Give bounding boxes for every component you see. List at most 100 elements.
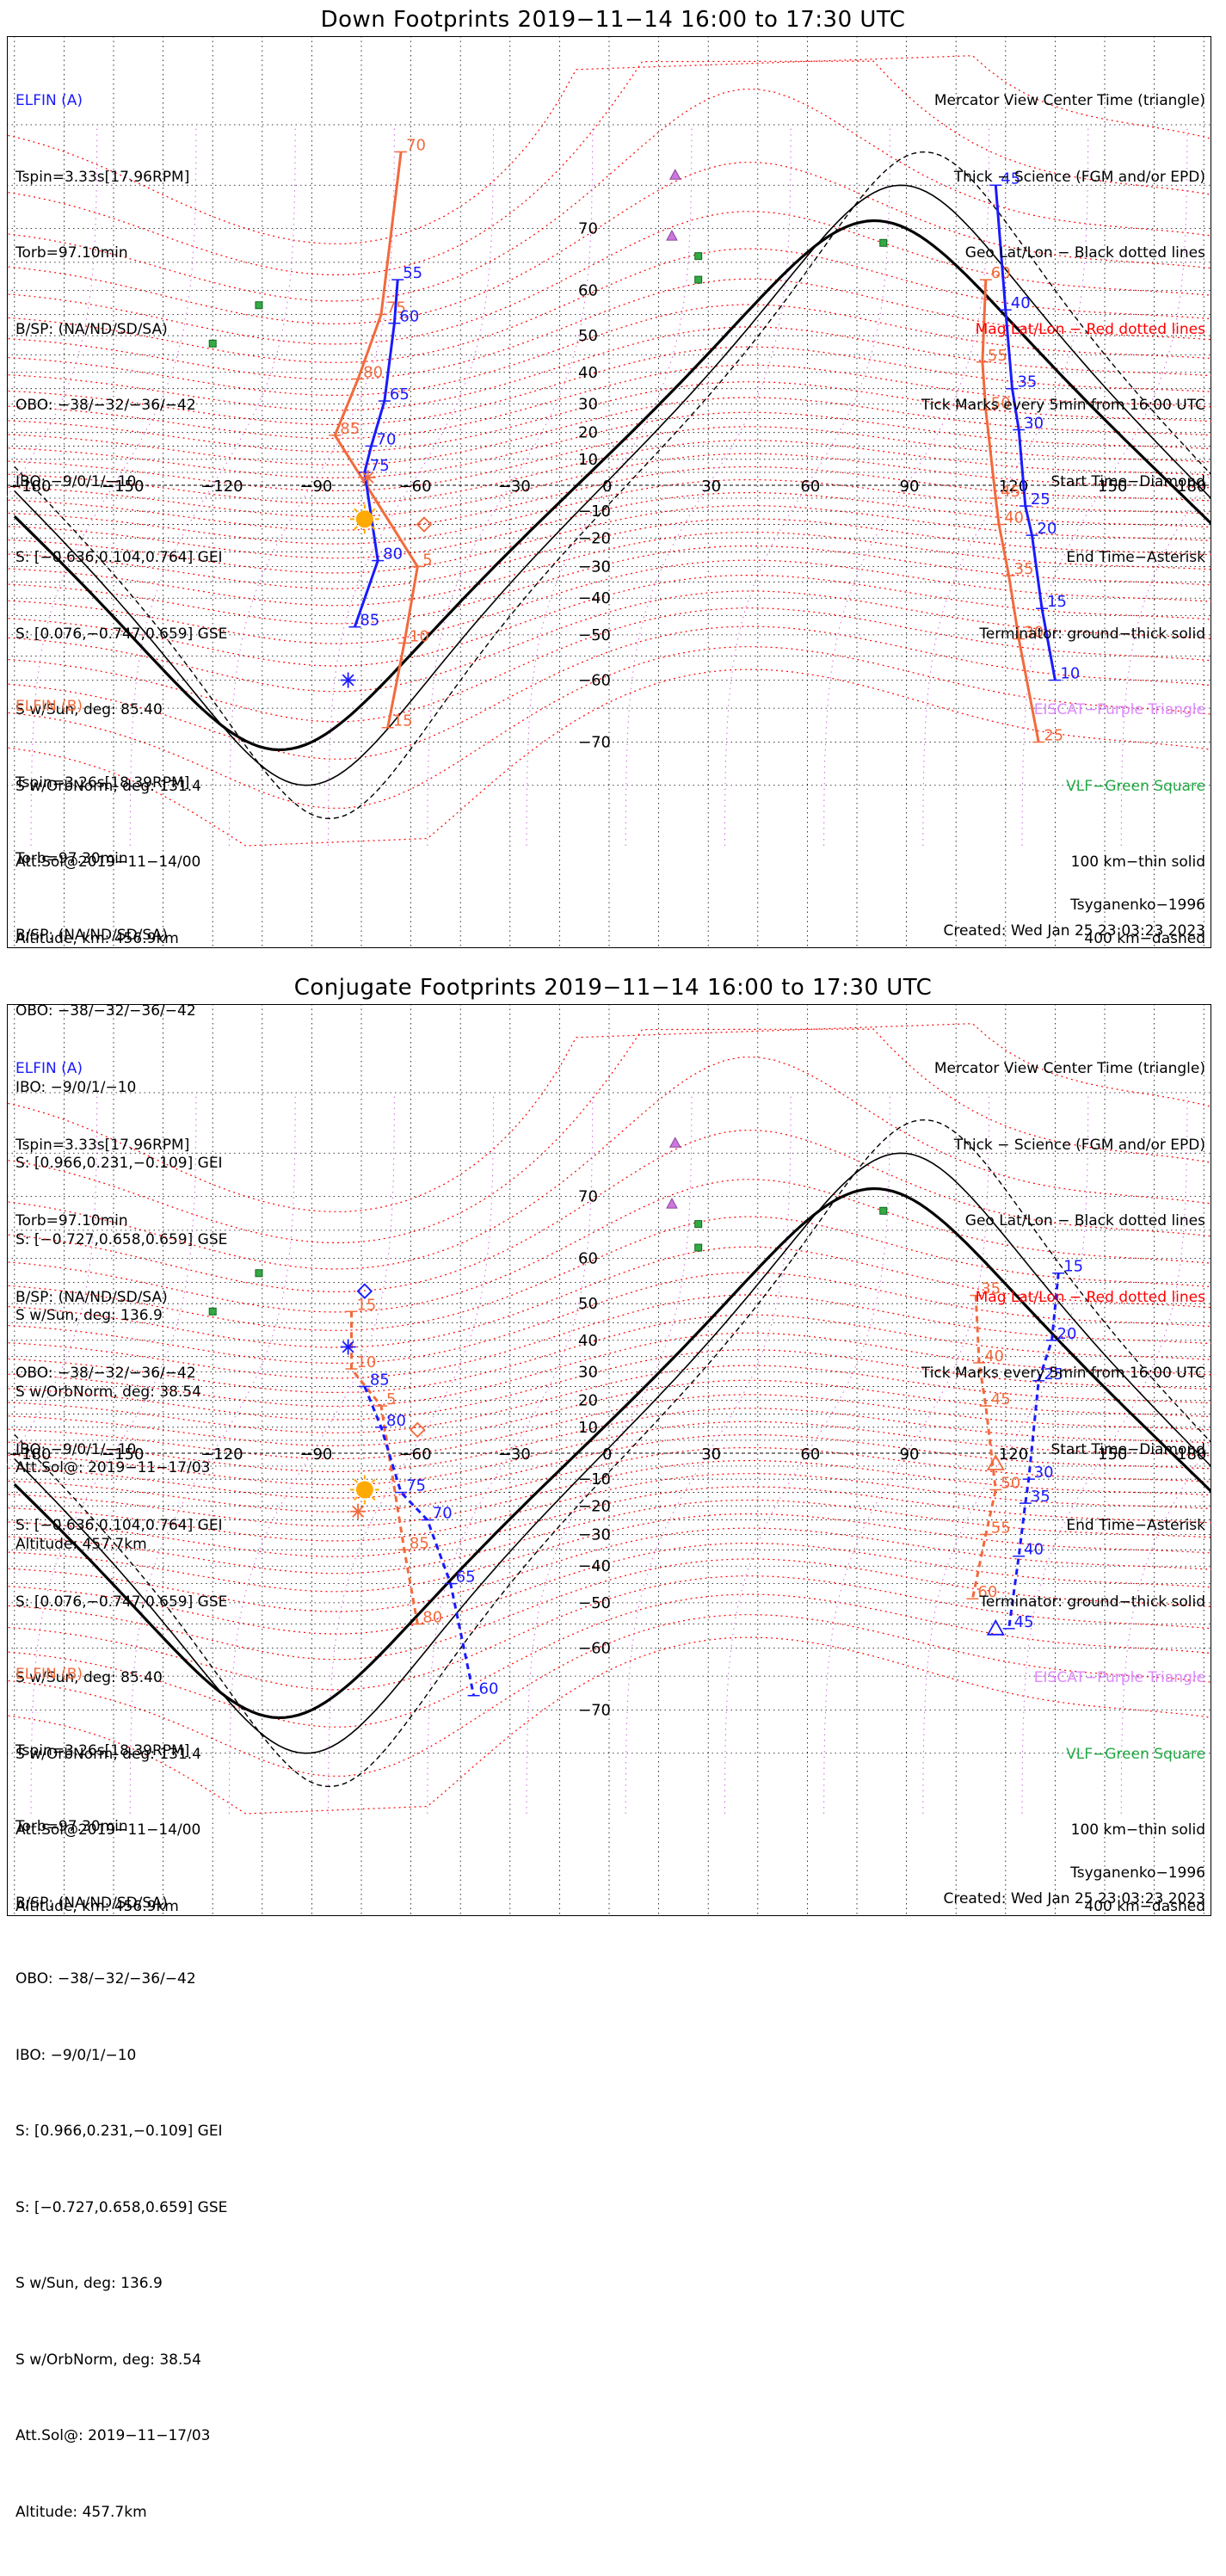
legend-item: 400 km−dashed bbox=[1084, 1897, 1205, 1915]
legend-item: VLF−Green Square bbox=[1066, 777, 1205, 795]
track-tick-label: 5 bbox=[386, 1390, 396, 1408]
track-tick-label: 45 bbox=[991, 1390, 1011, 1408]
track-tick-label: 25 bbox=[1031, 490, 1050, 508]
track-tick-label: 60 bbox=[479, 1680, 499, 1698]
longitude-tick-label: 30 bbox=[701, 1445, 721, 1464]
track-tick-label: 10 bbox=[410, 627, 429, 645]
track-tick-label: 85 bbox=[340, 420, 360, 438]
model-label: Tsyganenko−1996 bbox=[1070, 1864, 1205, 1882]
legend-item: Terminator: ground−thick solid bbox=[979, 1593, 1205, 1611]
track-tick-label: 55 bbox=[988, 347, 1007, 365]
sun-icon bbox=[355, 510, 373, 528]
latitude-tick-label: −70 bbox=[578, 733, 611, 751]
vlf-square bbox=[208, 339, 217, 348]
mag-lat-line bbox=[7, 1575, 1211, 1691]
mag-lat-line bbox=[7, 326, 1211, 411]
info-line: S w/OrbNorm, deg: 131.4 bbox=[15, 777, 202, 795]
longitude-tick-label: −90 bbox=[299, 478, 332, 496]
info-line: Tspin=3.33s[17.96RPM] bbox=[15, 1136, 190, 1154]
track-tick-label: 35 bbox=[1014, 560, 1034, 578]
info-line: Torb=97.10min bbox=[15, 244, 128, 262]
latitude-tick-label: 30 bbox=[578, 1364, 598, 1382]
elfin-a-label: ELFIN (A) bbox=[15, 1060, 83, 1077]
mag-lat-line bbox=[7, 1130, 1211, 1292]
longitude-tick-label: 180 bbox=[1177, 1445, 1206, 1464]
latitude-tick-label: −10 bbox=[578, 502, 611, 521]
track-tick-label: 15 bbox=[1063, 1258, 1083, 1276]
latitude-tick-label: 40 bbox=[578, 364, 598, 382]
info-line: S: [0.966,0.231,−0.109] GEI bbox=[15, 1155, 223, 1172]
info-line: B/SP: (NA/ND/SD/SA) bbox=[15, 1288, 168, 1306]
mag-lat-line bbox=[7, 1446, 1211, 1513]
track-tick-label: 70 bbox=[433, 1505, 453, 1523]
track-tick-label: 80 bbox=[383, 545, 403, 564]
latitude-tick-label: −60 bbox=[578, 672, 611, 690]
mag-lat-line bbox=[7, 1433, 1211, 1499]
longitude-tick-label: 120 bbox=[999, 1445, 1028, 1464]
info-line: IBO: −9/0/1/−10 bbox=[15, 472, 137, 490]
panel-title: Down Footprints 2019−11−14 16:00 to 17:3… bbox=[320, 7, 906, 33]
mag-lat-line bbox=[7, 1558, 1211, 1661]
mag-lat-line bbox=[7, 669, 1211, 847]
start-diamond bbox=[356, 1283, 373, 1299]
info-line: OBO: −38/−32/−36/−42 bbox=[15, 1002, 196, 1020]
elfin-b-track-east bbox=[970, 1295, 997, 1599]
info-line: OBO: −38/−32/−36/−42 bbox=[15, 1970, 196, 1987]
sun-ray bbox=[371, 1496, 376, 1501]
legend: Mercator View Center Time (triangle) Thi… bbox=[921, 1006, 1205, 1970]
vlf-square bbox=[879, 238, 888, 247]
longitude-tick-label: 30 bbox=[701, 478, 721, 496]
info-line: Att.Sol@2019−11−14/00 bbox=[15, 1821, 201, 1839]
info-line: S: [−0.727,0.658,0.659] GSE bbox=[15, 2198, 228, 2216]
longitude-tick-label: 90 bbox=[900, 1445, 920, 1464]
mag-lat-line bbox=[7, 607, 1211, 723]
info-line: Altitude, km: 456.9km bbox=[15, 929, 179, 947]
track-tick-label: 30 bbox=[1024, 624, 1044, 642]
legend-item: Tick Marks every 5min from 16:00 UTC bbox=[921, 1365, 1205, 1382]
info-line: OBO: −38/−32/−36/−42 bbox=[15, 397, 196, 414]
info-line: Tspin=3.26s[18.39RPM] bbox=[15, 773, 190, 792]
sun-ray bbox=[371, 1478, 376, 1483]
info-line: S w/Sun, deg: 85.40 bbox=[15, 701, 163, 718]
info-line: IBO: −9/0/1/−10 bbox=[15, 1078, 137, 1096]
latitude-tick-label: −50 bbox=[578, 626, 611, 644]
mag-lat-line bbox=[7, 1379, 1211, 1447]
sun-ray bbox=[354, 526, 359, 531]
legend-item: Start Time−Diamond bbox=[1050, 472, 1205, 490]
track-tick-label: 60 bbox=[399, 308, 419, 326]
conjugate-footprints-panel: Conjugate Footprints 2019−11−14 16:00 to… bbox=[0, 968, 1226, 2521]
info-line: IBO: −9/0/1/−10 bbox=[15, 2046, 137, 2064]
info-line: Att.Sol@: 2019−11−17/03 bbox=[15, 1459, 211, 1476]
vlf-square bbox=[694, 275, 703, 284]
mag-lat-line bbox=[7, 346, 1211, 425]
track-tick-label: 65 bbox=[390, 385, 410, 404]
legend-item: EISCAT−Purple Triangle bbox=[1033, 1669, 1205, 1686]
legend-item: Start Time−Diamond bbox=[1050, 1440, 1205, 1458]
track-tick-label: 30 bbox=[1024, 414, 1044, 432]
vlf-square bbox=[694, 252, 703, 261]
track-tick-label: 30 bbox=[1034, 1464, 1054, 1482]
legend-item: End Time−Asterisk bbox=[1066, 549, 1205, 566]
vlf-square bbox=[694, 1220, 703, 1229]
info-line: Altitude, km: 456.9km bbox=[15, 1897, 179, 1915]
longitude-tick-label: −120 bbox=[200, 1445, 243, 1464]
latitude-tick-label: 50 bbox=[578, 327, 598, 345]
mag-lat-line bbox=[7, 1394, 1211, 1460]
legend-item: Tick Marks every 5min from 16:00 UTC bbox=[921, 397, 1205, 414]
eiscat-triangle bbox=[668, 1137, 681, 1148]
vlf-square bbox=[208, 1307, 217, 1316]
info-line: S w/OrbNorm, deg: 38.54 bbox=[15, 2351, 202, 2369]
mag-lat-line bbox=[7, 162, 1211, 324]
info-line: B/SP: (NA/ND/SD/SA) bbox=[15, 320, 168, 338]
legend-item: Mag Lat/Lon − Red dotted lines bbox=[975, 320, 1205, 338]
track-tick-label: 45 bbox=[1001, 483, 1020, 501]
legend-item: VLF−Green Square bbox=[1066, 1745, 1205, 1763]
info-line: S: [0.076,−0.747,0.659] GSE bbox=[15, 1593, 228, 1611]
mag-lat-line bbox=[7, 1459, 1211, 1527]
mag-lat-line bbox=[7, 465, 1211, 531]
mag-lat-line bbox=[7, 1408, 1211, 1473]
track-tick-label: 45 bbox=[1001, 169, 1020, 188]
info-line: Att.Sol@: 2019−11−17/03 bbox=[15, 2427, 211, 2444]
mag-lat-line bbox=[7, 426, 1211, 492]
start-diamond bbox=[416, 516, 433, 533]
